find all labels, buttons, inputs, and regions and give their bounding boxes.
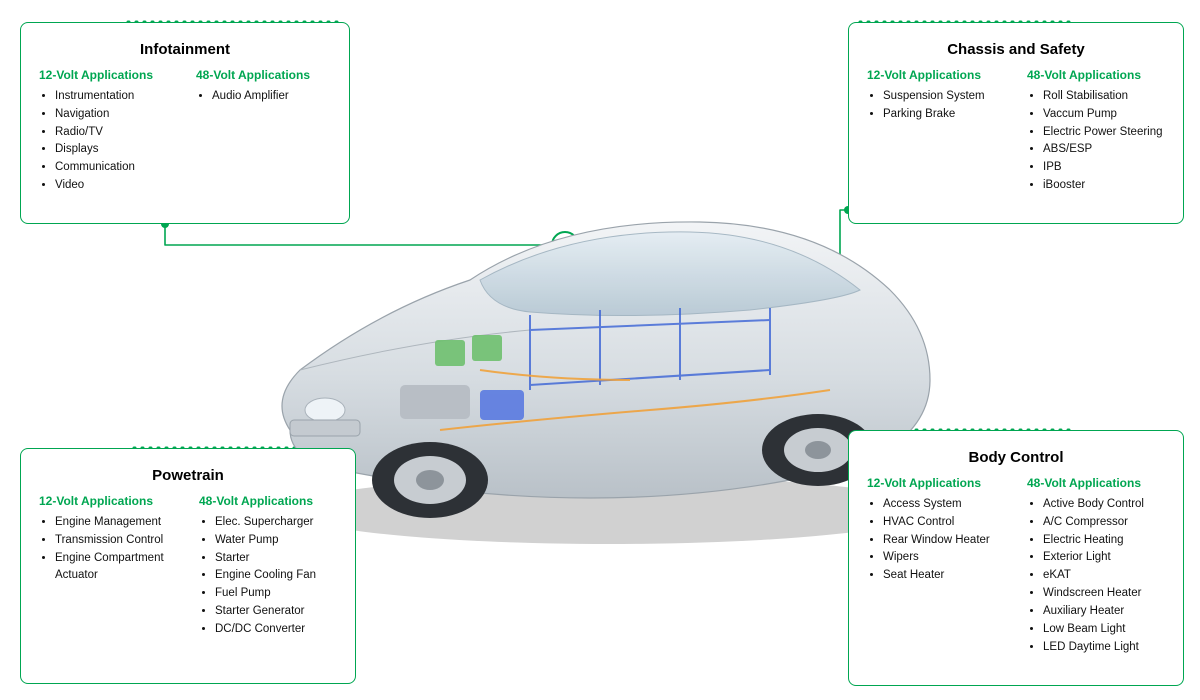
connector-infotainment — [165, 224, 565, 245]
list-item: Seat Heater — [883, 567, 1005, 585]
panel-powertrain: Powetrain 12-Volt Applications Engine Mana… — [20, 448, 356, 684]
column-list: InstrumentationNavigationRadio/TVDisplay… — [39, 88, 174, 195]
diagram-stage: Infotainment 12-Volt Applications Instrume… — [0, 0, 1200, 700]
list-item: Starter Generator — [215, 603, 337, 621]
list-item: Audio Amplifier — [212, 88, 331, 106]
list-item: Water Pump — [215, 532, 337, 550]
list-item: Video — [55, 177, 174, 195]
column-header: 48-Volt Applications — [1027, 68, 1165, 82]
list-item: Elec. Supercharger — [215, 514, 337, 532]
column-list: Active Body ControlA/C CompressorElectri… — [1027, 496, 1165, 656]
list-item: iBooster — [1043, 177, 1165, 195]
column-list: Suspension SystemParking Brake — [867, 88, 1005, 124]
panel-columns: 12-Volt Applications InstrumentationNavig… — [39, 68, 331, 195]
infotainment-marker — [552, 232, 578, 258]
list-item: Exterior Light — [1043, 549, 1165, 567]
column-header: 48-Volt Applications — [199, 494, 337, 508]
connector-powertrain — [356, 360, 490, 460]
list-item: A/C Compressor — [1043, 514, 1165, 532]
connector-chassis — [830, 210, 848, 270]
column-header: 12-Volt Applications — [39, 68, 174, 82]
panel-title: Chassis and Safety — [867, 41, 1165, 58]
list-item: Radio/TV — [55, 124, 174, 142]
list-item: Electric Heating — [1043, 532, 1165, 550]
panel-title: Powetrain — [39, 467, 337, 484]
panel-column: 48-Volt Applications Audio Amplifier — [196, 68, 331, 195]
column-header: 48-Volt Applications — [196, 68, 331, 82]
list-item: Engine Management — [55, 514, 177, 532]
panel-infotainment: Infotainment 12-Volt Applications Instrume… — [20, 22, 350, 224]
list-item: Starter — [215, 550, 337, 568]
panel-column: 12-Volt Applications Access SystemHVAC Co… — [867, 476, 1005, 656]
panel-columns: 12-Volt Applications Suspension SystemPar… — [867, 68, 1165, 195]
chassis-marker — [817, 257, 843, 283]
list-item: HVAC Control — [883, 514, 1005, 532]
panel-bodycontrol: Body Control 12-Volt Applications Access S… — [848, 430, 1184, 686]
panel-title: Infotainment — [39, 41, 331, 58]
panel-columns: 12-Volt Applications Access SystemHVAC Co… — [867, 476, 1165, 656]
column-header: 12-Volt Applications — [867, 68, 1005, 82]
list-item: Communication — [55, 159, 174, 177]
list-item: Fuel Pump — [215, 585, 337, 603]
column-list: Elec. SuperchargerWater PumpStarterEngin… — [199, 514, 337, 639]
column-list: Roll StabilisationVaccum PumpElectric Po… — [1027, 88, 1165, 195]
column-list: Access SystemHVAC ControlRear Window Hea… — [867, 496, 1005, 585]
powertrain-marker — [477, 347, 503, 373]
list-item: eKAT — [1043, 567, 1165, 585]
list-item: DC/DC Converter — [215, 621, 337, 639]
column-header: 12-Volt Applications — [39, 494, 177, 508]
list-item: Engine Compartment Actuator — [55, 550, 177, 586]
bodycontrol-marker — [547, 422, 573, 448]
panel-column: 12-Volt Applications Suspension SystemPar… — [867, 68, 1005, 195]
list-item: Transmission Control — [55, 532, 177, 550]
panel-title: Body Control — [867, 449, 1165, 466]
panel-chassis: Chassis and Safety 12-Volt Applications Su… — [848, 22, 1184, 224]
list-item: Vaccum Pump — [1043, 106, 1165, 124]
column-list: Engine ManagementTransmission ControlEng… — [39, 514, 177, 585]
list-item: IPB — [1043, 159, 1165, 177]
panel-columns: 12-Volt Applications Engine ManagementTra… — [39, 494, 337, 639]
list-item: LED Daytime Light — [1043, 639, 1165, 657]
column-header: 12-Volt Applications — [867, 476, 1005, 490]
list-item: ABS/ESP — [1043, 141, 1165, 159]
list-item: Instrumentation — [55, 88, 174, 106]
list-item: Roll Stabilisation — [1043, 88, 1165, 106]
list-item: Parking Brake — [883, 106, 1005, 124]
list-item: Navigation — [55, 106, 174, 124]
panel-column: 12-Volt Applications Engine ManagementTra… — [39, 494, 177, 639]
panel-column: 48-Volt Applications Roll StabilisationVa… — [1027, 68, 1165, 195]
list-item: Rear Window Heater — [883, 532, 1005, 550]
panel-column: 12-Volt Applications InstrumentationNavig… — [39, 68, 174, 195]
panel-column: 48-Volt ApplicationsActive Body ControlA… — [1027, 476, 1165, 656]
list-item: Active Body Control — [1043, 496, 1165, 514]
column-header: 48-Volt Applications — [1027, 476, 1165, 490]
panel-column: 48-Volt Applications Elec. SuperchargerWa… — [199, 494, 337, 639]
list-item: Access System — [883, 496, 1005, 514]
list-item: Suspension System — [883, 88, 1005, 106]
list-item: Low Beam Light — [1043, 621, 1165, 639]
list-item: Engine Cooling Fan — [215, 567, 337, 585]
column-list: Audio Amplifier — [196, 88, 331, 106]
list-item: Windscreen Heater — [1043, 585, 1165, 603]
connector-bodycontrol — [560, 435, 848, 442]
list-item: Displays — [55, 141, 174, 159]
list-item: Electric Power Steering — [1043, 124, 1165, 142]
list-item: Wipers — [883, 549, 1005, 567]
list-item: Auxiliary Heater — [1043, 603, 1165, 621]
